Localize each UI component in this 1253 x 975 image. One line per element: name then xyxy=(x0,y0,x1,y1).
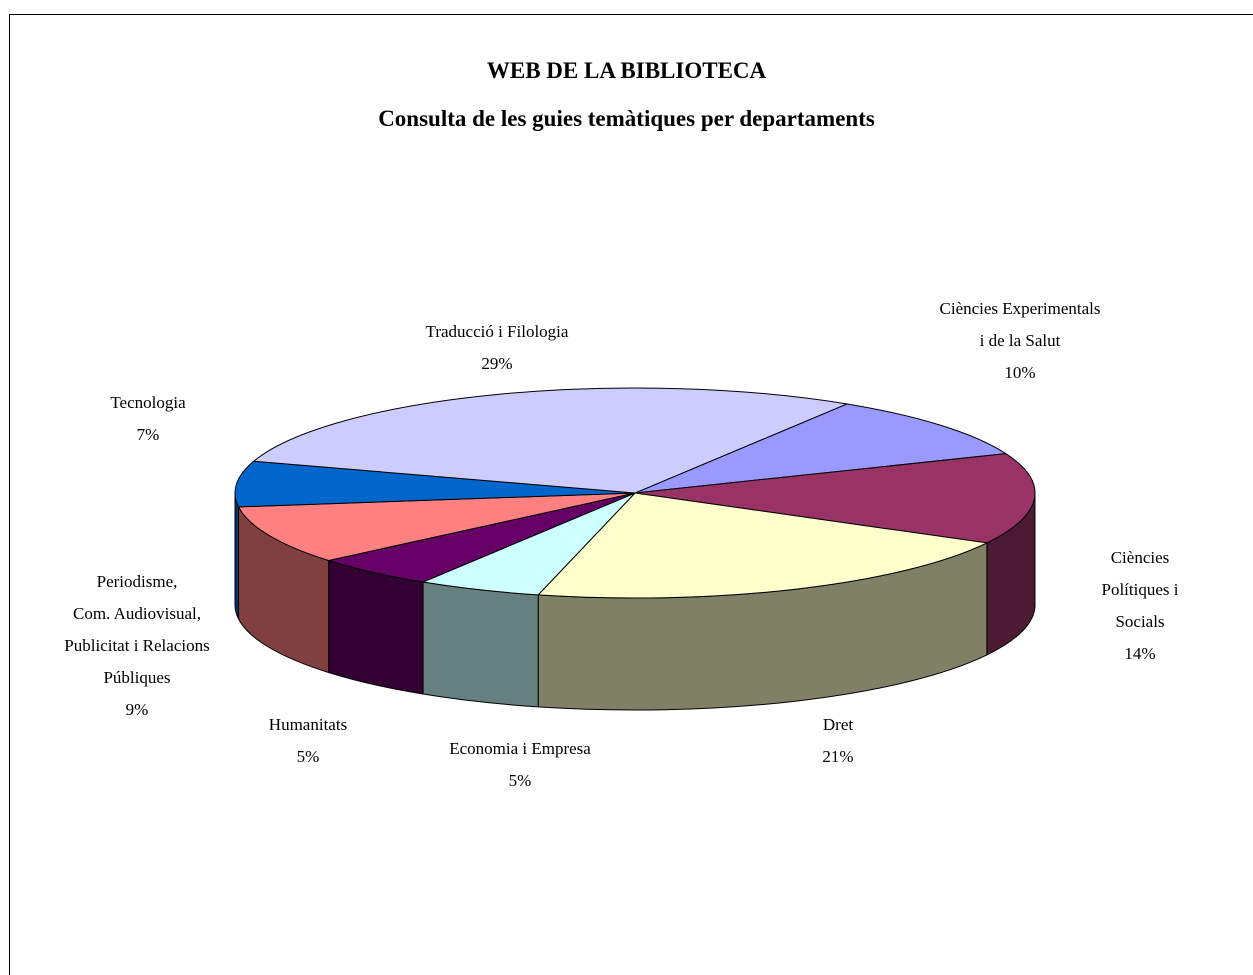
pie-slice xyxy=(537,492,989,599)
value-label: 9% xyxy=(125,700,149,719)
slice-label: Humanitats 5% xyxy=(269,709,347,773)
pie-slice xyxy=(634,453,1036,544)
category-label: Periodisme, Com. Audiovisual, Publicitat… xyxy=(64,572,210,687)
value-label: 7% xyxy=(136,425,160,444)
slice-label: Ciències Experimentals i de la Salut 10% xyxy=(940,293,1101,389)
category-label: Humanitats xyxy=(268,715,348,734)
slice-label: Economia i Empresa 5% xyxy=(449,733,591,797)
value-label: 29% xyxy=(481,354,513,373)
pie-slice xyxy=(234,460,636,508)
pie-slice xyxy=(237,492,636,562)
page: WEB DE LA BIBLIOTECA Consulta de les gui… xyxy=(9,14,1253,975)
pie-side xyxy=(234,492,240,620)
category-label: Tecnologia xyxy=(110,393,186,412)
value-label: 5% xyxy=(508,771,532,790)
chart-title: WEB DE LA BIBLIOTECA xyxy=(486,58,767,83)
chart-subtitle: Consulta de les guies temàtiques per dep… xyxy=(378,106,875,131)
pie-slice xyxy=(634,403,1008,494)
slice-label: Ciències Polítiques i Socials 14% xyxy=(1084,542,1197,670)
chart-frame xyxy=(9,14,1253,975)
pie-slice xyxy=(252,387,849,494)
category-label: Ciències Polítiques i Socials xyxy=(1101,548,1179,631)
category-label: Economia i Empresa xyxy=(449,739,591,758)
category-label: Traducció i Filologia xyxy=(425,322,569,341)
value-label: 10% xyxy=(1004,363,1036,382)
slice-label: Traducció i Filologia 29% xyxy=(426,316,569,380)
value-label: 5% xyxy=(296,747,320,766)
pie-chart xyxy=(234,387,1036,711)
category-label: Ciències Experimentals i de la Salut xyxy=(939,299,1101,350)
category-label: Dret xyxy=(822,715,854,734)
slice-label: Tecnologia 7% xyxy=(110,387,185,451)
slice-label: Dret 21% xyxy=(822,709,853,773)
slice-label: Periodisme, Com. Audiovisual, Publicitat… xyxy=(64,566,209,726)
value-label: 21% xyxy=(822,747,854,766)
value-label: 14% xyxy=(1124,644,1156,663)
pie-side xyxy=(328,559,424,695)
pie-side xyxy=(422,581,539,708)
